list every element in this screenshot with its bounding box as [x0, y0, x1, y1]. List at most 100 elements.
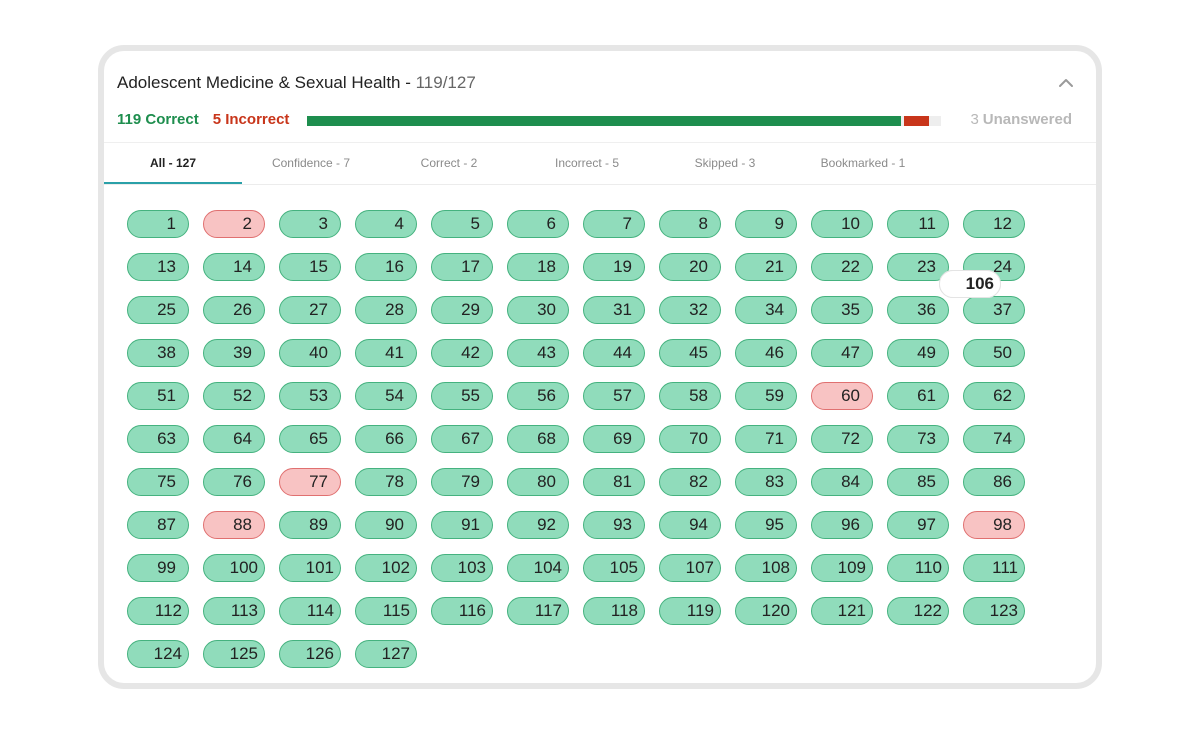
question-chip-79[interactable]: 79 [431, 468, 493, 496]
tab-incorrect[interactable]: Incorrect - 5 [554, 156, 620, 170]
question-chip-36[interactable]: 36 [887, 296, 949, 324]
question-chip-114[interactable]: 114 [279, 597, 341, 625]
question-chip-83[interactable]: 83 [735, 468, 797, 496]
question-chip-68[interactable]: 68 [507, 425, 569, 453]
question-chip-84[interactable]: 84 [811, 468, 873, 496]
question-chip-96[interactable]: 96 [811, 511, 873, 539]
question-chip-75[interactable]: 75 [127, 468, 189, 496]
question-chip-45[interactable]: 45 [659, 339, 721, 367]
question-chip-52[interactable]: 52 [203, 382, 265, 410]
question-chip-103[interactable]: 103 [431, 554, 493, 582]
question-chip-82[interactable]: 82 [659, 468, 721, 496]
question-chip-115[interactable]: 115 [355, 597, 417, 625]
question-chip-66[interactable]: 66 [355, 425, 417, 453]
question-chip-67[interactable]: 67 [431, 425, 493, 453]
question-chip-19[interactable]: 19 [583, 253, 645, 281]
question-chip-109[interactable]: 109 [811, 554, 873, 582]
question-chip-37[interactable]: 37 [963, 296, 1025, 324]
question-chip-2[interactable]: 2 [203, 210, 265, 238]
question-chip-32[interactable]: 32 [659, 296, 721, 324]
question-chip-76[interactable]: 76 [203, 468, 265, 496]
question-chip-20[interactable]: 20 [659, 253, 721, 281]
question-chip-18[interactable]: 18 [507, 253, 569, 281]
tab-correct[interactable]: Correct - 2 [420, 156, 478, 170]
question-chip-17[interactable]: 17 [431, 253, 493, 281]
question-chip-93[interactable]: 93 [583, 511, 645, 539]
question-chip-113[interactable]: 113 [203, 597, 265, 625]
tab-all[interactable]: All - 127 [104, 143, 242, 184]
tab-bookmarked[interactable]: Bookmarked - 1 [820, 156, 906, 170]
question-chip-120[interactable]: 120 [735, 597, 797, 625]
question-chip-43[interactable]: 43 [507, 339, 569, 367]
question-chip-38[interactable]: 38 [127, 339, 189, 367]
question-chip-111[interactable]: 111 [963, 554, 1025, 582]
question-chip-50[interactable]: 50 [963, 339, 1025, 367]
question-chip-31[interactable]: 31 [583, 296, 645, 324]
question-chip-65[interactable]: 65 [279, 425, 341, 453]
question-chip-73[interactable]: 73 [887, 425, 949, 453]
question-chip-110[interactable]: 110 [887, 554, 949, 582]
question-chip-70[interactable]: 70 [659, 425, 721, 453]
question-chip-90[interactable]: 90 [355, 511, 417, 539]
question-chip-30[interactable]: 30 [507, 296, 569, 324]
question-chip-104[interactable]: 104 [507, 554, 569, 582]
question-chip-8[interactable]: 8 [659, 210, 721, 238]
question-chip-117[interactable]: 117 [507, 597, 569, 625]
question-chip-9[interactable]: 9 [735, 210, 797, 238]
question-chip-121[interactable]: 121 [811, 597, 873, 625]
question-chip-123[interactable]: 123 [963, 597, 1025, 625]
question-chip-57[interactable]: 57 [583, 382, 645, 410]
question-chip-122[interactable]: 122 [887, 597, 949, 625]
question-chip-59[interactable]: 59 [735, 382, 797, 410]
question-chip-55[interactable]: 55 [431, 382, 493, 410]
question-chip-91[interactable]: 91 [431, 511, 493, 539]
question-chip-34[interactable]: 34 [735, 296, 797, 324]
question-chip-5[interactable]: 5 [431, 210, 493, 238]
question-chip-12[interactable]: 12 [963, 210, 1025, 238]
question-chip-6[interactable]: 6 [507, 210, 569, 238]
question-chip-27[interactable]: 27 [279, 296, 341, 324]
question-chip-62[interactable]: 62 [963, 382, 1025, 410]
question-chip-51[interactable]: 51 [127, 382, 189, 410]
question-chip-125[interactable]: 125 [203, 640, 265, 668]
tab-confidence[interactable]: Confidence - 7 [271, 156, 351, 170]
question-chip-71[interactable]: 71 [735, 425, 797, 453]
question-chip-47[interactable]: 47 [811, 339, 873, 367]
question-chip-25[interactable]: 25 [127, 296, 189, 324]
question-chip-39[interactable]: 39 [203, 339, 265, 367]
question-chip-58[interactable]: 58 [659, 382, 721, 410]
question-chip-105[interactable]: 105 [583, 554, 645, 582]
question-chip-4[interactable]: 4 [355, 210, 417, 238]
question-chip-7[interactable]: 7 [583, 210, 645, 238]
question-chip-46[interactable]: 46 [735, 339, 797, 367]
question-chip-124[interactable]: 124 [127, 640, 189, 668]
question-chip-107[interactable]: 107 [659, 554, 721, 582]
question-chip-126[interactable]: 126 [279, 640, 341, 668]
question-chip-63[interactable]: 63 [127, 425, 189, 453]
question-chip-56[interactable]: 56 [507, 382, 569, 410]
question-chip-60[interactable]: 60 [811, 382, 873, 410]
question-chip-108[interactable]: 108 [735, 554, 797, 582]
question-chip-112[interactable]: 112 [127, 597, 189, 625]
question-chip-64[interactable]: 64 [203, 425, 265, 453]
question-chip-89[interactable]: 89 [279, 511, 341, 539]
question-chip-22[interactable]: 22 [811, 253, 873, 281]
question-chip-86[interactable]: 86 [963, 468, 1025, 496]
question-chip-35[interactable]: 35 [811, 296, 873, 324]
question-chip-69[interactable]: 69 [583, 425, 645, 453]
question-chip-98[interactable]: 98 [963, 511, 1025, 539]
question-chip-15[interactable]: 15 [279, 253, 341, 281]
question-chip-3[interactable]: 3 [279, 210, 341, 238]
question-chip-23[interactable]: 23 [887, 253, 949, 281]
question-chip-29[interactable]: 29 [431, 296, 493, 324]
question-chip-1[interactable]: 1 [127, 210, 189, 238]
question-chip-44[interactable]: 44 [583, 339, 645, 367]
question-chip-10[interactable]: 10 [811, 210, 873, 238]
question-chip-99[interactable]: 99 [127, 554, 189, 582]
question-chip-127[interactable]: 127 [355, 640, 417, 668]
question-chip-87[interactable]: 87 [127, 511, 189, 539]
question-chip-61[interactable]: 61 [887, 382, 949, 410]
question-chip-101[interactable]: 101 [279, 554, 341, 582]
question-chip-13[interactable]: 13 [127, 253, 189, 281]
question-chip-100[interactable]: 100 [203, 554, 265, 582]
